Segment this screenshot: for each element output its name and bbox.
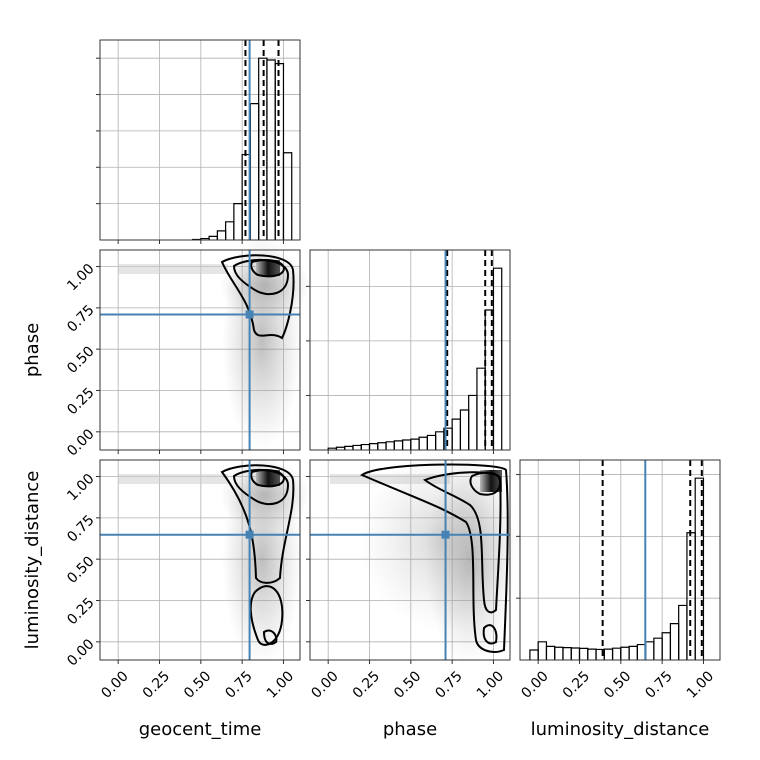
hist-bin [435,431,445,450]
y-tick-label: 1.00 [64,261,97,294]
contour [482,624,498,645]
x-tick-label: 0.50 [601,668,634,701]
hist-bin [233,203,243,240]
sample-cloud [220,460,310,530]
x-tick-label: 0.25 [140,668,173,701]
y-tick-label: 0.50 [64,344,97,377]
y-tick-label: 0.75 [64,302,97,335]
hist-bin [661,632,672,660]
y-tick-label: 0.50 [64,554,97,587]
hist-bin [377,442,387,450]
hist-bin [360,443,371,450]
truth-point [441,530,450,539]
hist-bin [587,648,597,660]
hist-bin [476,367,486,450]
x-tick-label: 1.00 [264,668,297,701]
hist-bin [410,438,420,450]
sample-cloud [118,264,228,274]
hist-bin [249,103,260,240]
panel-frame [309,249,511,451]
marks: 0.000.250.500.751.00phase0.000.250.500.7… [22,39,721,740]
panel-frame [99,39,301,241]
density-core [256,260,280,276]
truth-point [245,530,254,539]
x-axis-label: geocent_time [139,719,262,740]
contour [469,471,502,496]
contour [249,585,284,646]
contour [250,469,286,488]
x-tick-label: 1.00 [684,668,717,701]
hist-bin [537,641,548,660]
hist-bin [385,441,395,450]
hist-bin [344,445,354,450]
x-tick-label: 0.00 [98,668,131,701]
contour [262,629,278,645]
hist-bin [554,646,564,660]
x-tick-label: 0.75 [432,668,465,701]
x-tick-label: 0.50 [391,668,424,701]
x-tick-label: 1.00 [474,668,507,701]
hist-bin [620,646,630,660]
hist-bin [401,439,412,450]
hist-bin [418,436,428,450]
hist-bin [216,230,227,240]
sample-cloud [220,250,310,320]
hist-bin [653,637,663,660]
x-tick-label: 0.00 [308,668,341,701]
contour [359,463,509,653]
panel-frame [519,459,721,661]
hist-bin [426,434,437,450]
x-axis-label: luminosity_distance [531,719,710,740]
truth-point [245,310,254,319]
hist-bin [678,604,688,660]
hist-bin [451,418,462,450]
density [118,230,520,665]
y-axis-label: luminosity_distance [22,471,43,650]
contour [220,464,295,584]
x-tick-label: 0.00 [518,668,551,701]
x-tick-label: 0.75 [642,668,675,701]
hist-bin [266,59,276,240]
hist-bin [578,647,589,660]
y-tick-label: 0.00 [64,636,97,669]
hist-bin [545,645,556,660]
y-tick-label: 0.25 [64,595,97,628]
sample-cloud [118,474,228,484]
hist-bin [393,440,404,450]
y-tick-label: 1.00 [64,471,97,504]
contour [220,254,295,340]
hist-bin [628,645,638,660]
y-tick-label: 0.00 [64,426,97,459]
hist-bin [492,267,503,450]
hist-bin [570,647,581,660]
hist-bin [603,648,614,660]
panel-frame [309,459,511,661]
hist-bin [562,647,572,660]
hist-bin [368,443,379,450]
panel-frame [99,249,301,451]
hist-bin [529,649,539,660]
hist-bin [208,235,218,240]
hist-bin [468,394,478,450]
x-tick-label: 0.75 [222,668,255,701]
x-tick-label: 0.50 [181,668,214,701]
hist-bin [352,444,362,450]
y-tick-label: 0.75 [64,512,97,545]
contour [250,259,286,278]
hist-bin [694,477,705,660]
hist-bin [645,641,655,660]
panel-frame [99,459,301,661]
hist-bin [282,152,293,240]
y-tick-label: 0.25 [64,385,97,418]
x-axis-label: phase [383,719,437,740]
y-axis-label: phase [22,323,43,377]
hist-bin [459,409,470,450]
hist-bin [225,221,235,240]
hist-bin [669,623,680,660]
x-tick-label: 0.25 [350,668,383,701]
hist-bin [611,647,622,660]
density-core [256,470,280,486]
x-tick-label: 0.25 [560,668,593,701]
